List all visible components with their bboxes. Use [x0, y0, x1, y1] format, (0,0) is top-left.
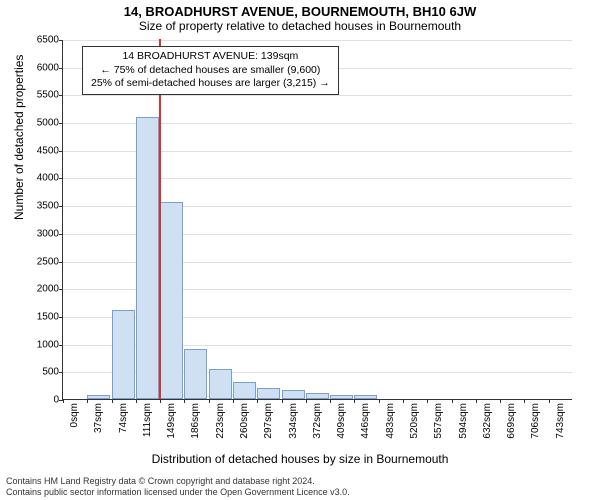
x-tick-mark	[476, 399, 477, 403]
x-tick-mark	[282, 399, 283, 403]
x-tick-mark	[257, 399, 258, 403]
y-tick-mark	[59, 262, 63, 263]
x-tick-label: 260sqm	[239, 403, 250, 439]
y-tick-mark	[59, 345, 63, 346]
bar	[184, 349, 207, 399]
x-tick-label: 446sqm	[360, 403, 371, 439]
chart-area: 0500100015002000250030003500400045005000…	[62, 40, 572, 400]
bar	[330, 395, 353, 399]
x-tick-mark	[160, 399, 161, 403]
x-tick-mark	[427, 399, 428, 403]
x-tick-label: 37sqm	[93, 403, 104, 433]
annotation-line-1: 14 BROADHURST AVENUE: 139sqm	[91, 50, 330, 64]
y-tick-mark	[59, 234, 63, 235]
annotation-line-2: ← 75% of detached houses are smaller (9,…	[91, 64, 330, 78]
y-tick-mark	[59, 123, 63, 124]
grid-line	[63, 40, 572, 41]
x-tick-label: 594sqm	[458, 403, 469, 439]
x-tick-label: 111sqm	[142, 403, 153, 437]
x-tick-label: 223sqm	[215, 403, 226, 439]
grid-line	[63, 95, 572, 96]
x-tick-mark	[403, 399, 404, 403]
x-tick-label: 743sqm	[555, 403, 566, 439]
x-tick-label: 74sqm	[118, 403, 129, 433]
x-tick-mark	[136, 399, 137, 403]
x-tick-label: 372sqm	[312, 403, 323, 439]
x-tick-mark	[500, 399, 501, 403]
x-tick-mark	[330, 399, 331, 403]
bar	[233, 382, 256, 399]
footer-line-2: Contains public sector information licen…	[6, 487, 594, 498]
footer-line-1: Contains HM Land Registry data © Crown c…	[6, 476, 594, 487]
chart-title: 14, BROADHURST AVENUE, BOURNEMOUTH, BH10…	[0, 0, 600, 19]
chart-container: 14, BROADHURST AVENUE, BOURNEMOUTH, BH10…	[0, 0, 600, 500]
bar	[136, 117, 159, 399]
y-tick-mark	[59, 289, 63, 290]
annotation-box: 14 BROADHURST AVENUE: 139sqm ← 75% of de…	[82, 46, 339, 95]
x-tick-mark	[549, 399, 550, 403]
x-tick-label: 0sqm	[69, 403, 80, 427]
y-tick-mark	[59, 95, 63, 96]
x-tick-mark	[354, 399, 355, 403]
x-tick-label: 669sqm	[506, 403, 517, 439]
y-axis-label: Number of detached properties	[12, 55, 26, 220]
bar	[112, 310, 135, 399]
x-tick-label: 186sqm	[190, 403, 201, 439]
x-tick-mark	[184, 399, 185, 403]
x-tick-mark	[209, 399, 210, 403]
bar	[87, 395, 110, 399]
chart-subtitle: Size of property relative to detached ho…	[0, 19, 600, 35]
annotation-line-3: 25% of semi-detached houses are larger (…	[91, 77, 330, 91]
bar	[354, 395, 377, 399]
x-tick-mark	[452, 399, 453, 403]
y-tick-mark	[59, 206, 63, 207]
x-tick-label: 149sqm	[166, 403, 177, 439]
x-tick-label: 334sqm	[288, 403, 299, 439]
x-tick-mark	[379, 399, 380, 403]
bar	[306, 393, 329, 399]
x-tick-label: 632sqm	[482, 403, 493, 439]
bar	[257, 388, 280, 399]
x-tick-mark	[524, 399, 525, 403]
y-tick-mark	[59, 178, 63, 179]
footer-text: Contains HM Land Registry data © Crown c…	[6, 476, 594, 499]
x-tick-label: 706sqm	[530, 403, 541, 439]
x-tick-mark	[87, 399, 88, 403]
y-tick-mark	[59, 40, 63, 41]
bar	[209, 369, 232, 399]
x-tick-mark	[306, 399, 307, 403]
y-tick-mark	[59, 68, 63, 69]
y-tick-mark	[59, 151, 63, 152]
x-tick-label: 409sqm	[336, 403, 347, 439]
x-tick-label: 483sqm	[385, 403, 396, 439]
x-tick-mark	[63, 399, 64, 403]
bar	[160, 202, 183, 399]
y-tick-mark	[59, 372, 63, 373]
x-tick-label: 520sqm	[409, 403, 420, 439]
x-tick-label: 297sqm	[263, 403, 274, 439]
x-tick-mark	[112, 399, 113, 403]
y-tick-mark	[59, 317, 63, 318]
bar	[282, 390, 305, 399]
x-tick-label: 557sqm	[433, 403, 444, 439]
x-axis-label: Distribution of detached houses by size …	[0, 452, 600, 466]
x-tick-mark	[233, 399, 234, 403]
